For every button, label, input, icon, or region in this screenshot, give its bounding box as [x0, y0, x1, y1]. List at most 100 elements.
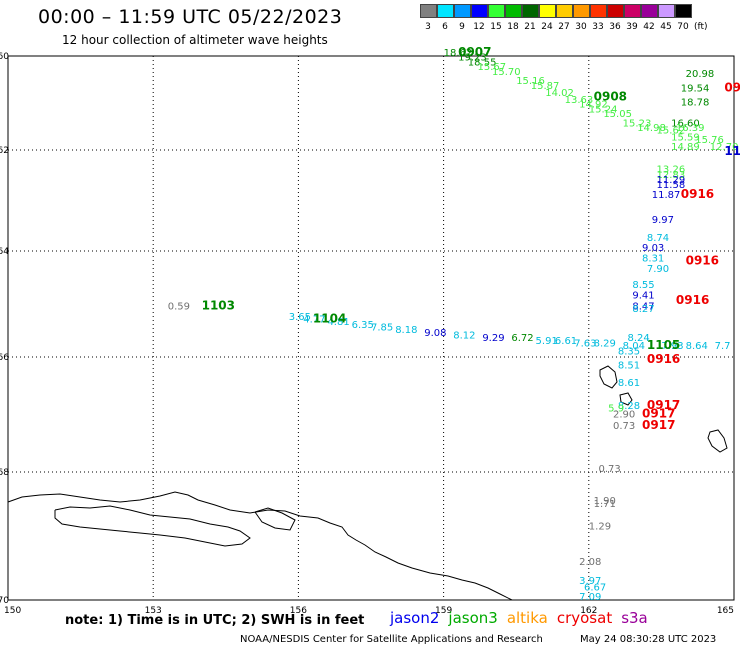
wave-height-value: 18.78 [681, 97, 710, 108]
chart-subtitle: 12 hour collection of altimeter wave hei… [62, 33, 328, 47]
cycle-label: 0917 [642, 418, 675, 432]
wave-height-value: 18.62 [444, 48, 473, 59]
legend-swatch [437, 4, 454, 18]
wave-height-value: 13.63 [565, 95, 594, 106]
map-graticule [8, 56, 734, 600]
wave-height-value: 15.67 [477, 62, 506, 73]
legend-label: 42 [643, 22, 655, 32]
wave-height-value: 0.73 [613, 421, 635, 432]
wave-height-value: 8.55 [632, 280, 654, 291]
wave-height-value: 5.9 [608, 404, 624, 415]
axis-ticks: 150 153 156 159 162 165 -60 -62 -64 -66 -68 -70 [0, 52, 734, 616]
wave-height-value: 15.16 [516, 76, 545, 87]
wave-height-value: 4.77 [303, 315, 325, 326]
wave-height-value: 14.02 [545, 88, 574, 99]
legend-label: 6 [442, 22, 448, 32]
legend-swatch [641, 4, 658, 18]
cycle-label: 0916 [647, 352, 680, 366]
wave-height-value: 15.62 [657, 126, 686, 137]
legend-swatch [505, 4, 522, 18]
wave-height-value: 11.29 [657, 175, 686, 186]
wave-height-value: 6.35 [352, 320, 374, 331]
cycle-label: 1105 [647, 338, 680, 352]
cycle-label: 1103 [202, 298, 235, 312]
lat-tick-label: -60 [0, 52, 9, 62]
wave-height-value: 19.23 [458, 53, 487, 64]
cycle-label: 0916 [676, 293, 709, 307]
wave-height-value: 0.73 [598, 464, 620, 475]
wave-height-value: 1.29 [589, 522, 611, 533]
legend-swatch [539, 4, 556, 18]
lon-tick-label: 165 [717, 606, 734, 616]
legend-swatch [675, 4, 692, 18]
legend-swatch [624, 4, 641, 18]
cycle-label: 09 [724, 80, 740, 94]
legend-label: 27 [558, 22, 570, 32]
wave-height-value: 12.70 [710, 142, 739, 153]
satellite-s3a: s3a [621, 609, 648, 627]
legend-label: 9 [459, 22, 465, 32]
wave-height-value: 1.90 [594, 496, 616, 507]
wave-height-value: 12.83 [657, 170, 686, 181]
legend-label: 18 [507, 22, 519, 32]
cycle-label: 0908 [594, 90, 627, 104]
satellite-cryosat: cryosat [556, 609, 613, 627]
wave-height-value: 7.90 [647, 264, 669, 275]
wave-height-value: 11.58 [657, 180, 686, 191]
legend-swatch [556, 4, 573, 18]
legend-swatch [573, 4, 590, 18]
legend-label: 33 [592, 22, 604, 32]
wave-height-value: 9.03 [642, 243, 664, 254]
wave-height-value: 15.59 [671, 133, 700, 144]
legend-label: 45 [660, 22, 672, 32]
lat-tick-label: -62 [0, 146, 9, 156]
lon-tick-label: 162 [580, 606, 597, 616]
wave-height-value: 7.93 [661, 341, 683, 352]
wave-height-value: 20.98 [686, 69, 715, 80]
wave-height-value: 8.27 [632, 304, 654, 315]
legend-swatch [590, 4, 607, 18]
island-outline [599, 365, 618, 389]
glacier-tongue-outline [254, 507, 296, 531]
wave-height-value: 8.51 [618, 361, 640, 372]
map-frame [7, 55, 735, 601]
wave-height-value: 14.89 [671, 142, 700, 153]
legend-unit: (ft) [694, 22, 708, 32]
legend-swatch [488, 4, 505, 18]
wave-height-value: 8.18 [395, 325, 417, 336]
wave-height-value: 8.04 [623, 341, 645, 352]
wave-height-value: 15.70 [492, 67, 521, 78]
wave-height-labels: 18.6219.2318.5515.6715.7015.1615.8714.02… [168, 48, 739, 603]
wave-height-value: 8.74 [647, 233, 669, 244]
satellite-jason3: jason3 [448, 609, 498, 627]
legend-label: 70 [677, 22, 689, 32]
legend-label: 30 [575, 22, 587, 32]
wave-height-value: 8.24 [628, 333, 650, 344]
legend-label: 39 [626, 22, 638, 32]
legend-label: 36 [609, 22, 621, 32]
island-outline [619, 392, 633, 406]
lat-tick-label: -64 [0, 247, 9, 257]
satellite-altika: altika [506, 609, 548, 627]
wave-height-value: 14.98 [637, 123, 666, 134]
lon-tick-label: 159 [435, 606, 452, 616]
coastline [7, 365, 728, 601]
wave-height-value: 1.71 [594, 499, 616, 510]
credit-line: NOAA/NESDIS Center for Satellite Applica… [240, 634, 543, 645]
lon-tick-label: 153 [145, 606, 162, 616]
wave-height-value: 9.41 [632, 291, 654, 302]
cycle-label: 0917 [647, 398, 680, 412]
plot-border [7, 55, 735, 601]
wave-height-value: 2.90 [613, 409, 635, 420]
wave-height-value: 7.7 [715, 341, 731, 352]
wave-height-value: 3.97 [579, 576, 601, 587]
wave-height-value: 9.29 [482, 333, 504, 344]
wave-height-value: 15.76 [695, 135, 724, 146]
legend-label: 15 [490, 22, 502, 32]
wave-height-value: 9.08 [424, 328, 446, 339]
island-outline [707, 429, 728, 453]
cycle-label: 0916 [686, 253, 719, 267]
satellite-legend: jason2 jason3 altika cryosat s3a [390, 609, 657, 627]
footer-note: note: 1) Time is in UTC; 2) SWH is in fe… [65, 613, 365, 628]
